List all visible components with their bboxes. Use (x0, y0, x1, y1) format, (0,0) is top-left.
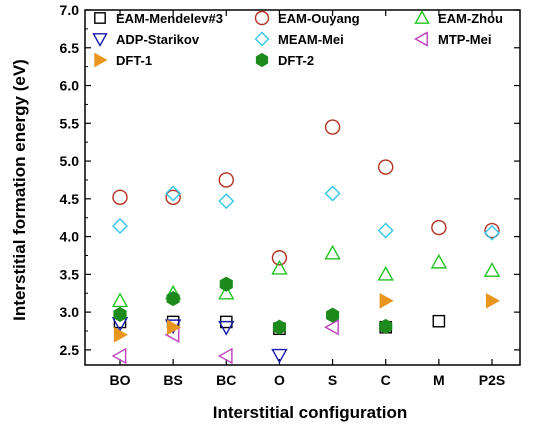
data-point-adp-starikov (271, 348, 288, 364)
data-point-dft-1 (167, 319, 182, 336)
data-point-dft-2 (113, 306, 127, 322)
data-point-adp-starikov (218, 320, 235, 336)
legend: EAM-Mendelev#3 EAM-Ouyang EAM-Zhou ADP-Star… (92, 10, 503, 68)
legend-label: EAM-Zhou (438, 11, 503, 26)
y-tick-label: 6.5 (60, 40, 80, 56)
data-point-mtp-mei (217, 347, 233, 365)
plot-frame (84, 9, 521, 366)
data-point-eam-zhou (271, 259, 288, 275)
legend-marker (255, 52, 269, 68)
legend-marker (254, 31, 270, 47)
x-tick-label: C (381, 372, 391, 388)
data-point-eam-ouyang (378, 159, 394, 175)
x-tick-label: BO (110, 372, 131, 388)
data-points (111, 119, 501, 365)
legend-marker (414, 31, 428, 47)
y-tick-label: 3.0 (60, 304, 80, 320)
data-point-eam-zhou (483, 262, 501, 277)
data-point-dft-1 (379, 292, 394, 309)
data-point-eam-ouyang (112, 189, 128, 206)
data-point-meam-mei (112, 218, 128, 235)
y-tick-label: 4.5 (60, 191, 80, 207)
data-point-mtp-mei (111, 347, 127, 365)
legend-label: DFT-1 (116, 53, 152, 68)
x-axis-ticks: BO BS BC O S C M P2S (110, 10, 505, 388)
x-tick-label: M (433, 372, 445, 388)
data-point-dft-1 (485, 292, 501, 309)
data-point-meam-mei (218, 193, 235, 210)
y-tick-label: 6.0 (60, 78, 80, 94)
legend-label: ADP-Starikov (116, 32, 200, 47)
legend-marker (94, 12, 106, 24)
data-point-eam-zhou (377, 265, 394, 281)
y-axis-label: Interstitial formation energy (eV) (10, 59, 29, 321)
data-point-eam-ouyang (484, 222, 500, 239)
y-tick-label: 3.5 (60, 266, 80, 282)
y-tick-label: 4.0 (60, 229, 80, 245)
data-point-eam-ouyang (218, 172, 234, 188)
data-point-eam-ouyang (271, 250, 288, 266)
data-point-eam-mendelev-3 (432, 314, 446, 328)
y-tick-label: 5.5 (60, 115, 80, 131)
y-tick-label: 7.0 (60, 2, 80, 18)
y-axis-ticks: 2.5 3.0 3.5 4.0 4.5 5.0 5.5 6.0 6.5 7.0 (60, 2, 520, 358)
x-axis-label: Interstitial configuration (213, 403, 408, 422)
data-point-dft-2 (166, 290, 180, 307)
legend-label: MEAM-Mei (278, 32, 344, 47)
x-tick-label: BS (163, 372, 182, 388)
data-point-eam-zhou (218, 284, 235, 300)
data-point-dft-1 (113, 326, 129, 343)
data-point-meam-mei (165, 185, 182, 202)
data-point-mtp-mei (324, 319, 339, 336)
legend-label: MTP-Mei (438, 32, 491, 47)
data-point-eam-zhou (430, 253, 448, 269)
legend-marker (94, 52, 108, 68)
y-tick-label: 5.0 (60, 153, 80, 169)
data-point-meam-mei (324, 185, 341, 202)
data-point-meam-mei (377, 222, 394, 239)
data-point-eam-zhou (111, 292, 129, 308)
plot-area (84, 9, 521, 366)
legend-label: DFT-2 (278, 53, 314, 68)
x-tick-label: O (274, 372, 285, 388)
legend-marker (92, 33, 108, 47)
data-point-meam-mei (484, 224, 500, 241)
data-point-dft-2 (272, 319, 286, 335)
data-point-eam-ouyang (165, 189, 181, 206)
data-point-eam-ouyang (324, 119, 341, 135)
y-tick-label: 2.5 (60, 342, 80, 358)
x-tick-label: P2S (479, 372, 505, 388)
data-point-dft-2 (326, 307, 340, 323)
data-point-eam-zhou (324, 244, 341, 260)
data-point-eam-ouyang (431, 219, 447, 236)
legend-marker (254, 10, 270, 26)
x-tick-label: S (328, 372, 337, 388)
legend-label: EAM-Mendelev#3 (116, 11, 223, 26)
data-point-dft-2 (219, 276, 233, 292)
x-tick-label: BC (216, 372, 236, 388)
legend-marker (414, 10, 430, 24)
legend-label: EAM-Ouyang (278, 11, 360, 26)
data-point-dft-2 (379, 318, 393, 335)
